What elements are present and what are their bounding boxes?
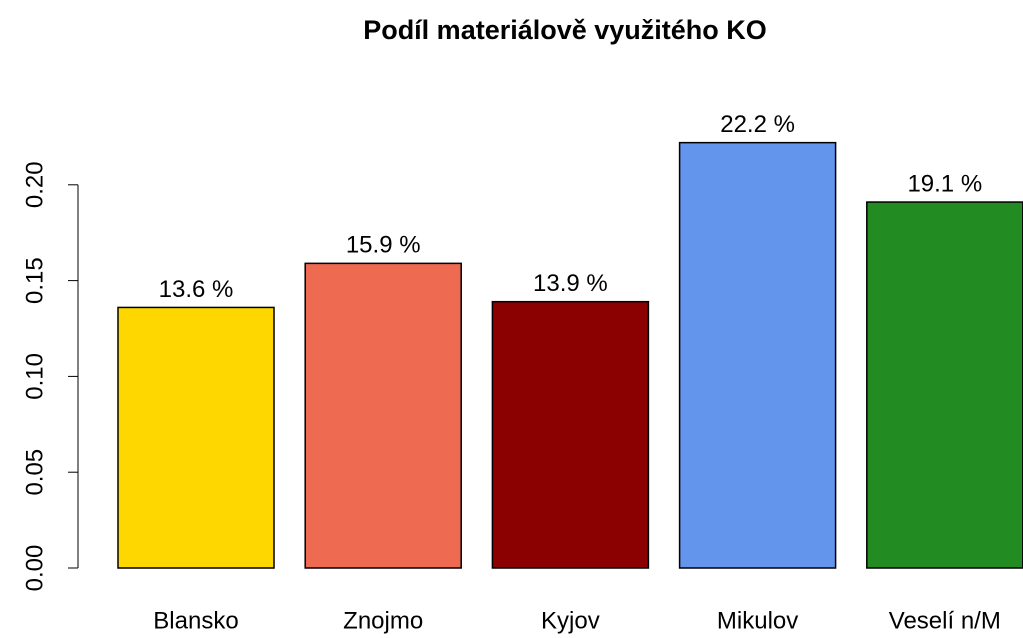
x-tick-label: Znojmo (343, 607, 423, 634)
bar (491, 300, 650, 569)
value-label: 19.1 % (907, 170, 982, 197)
x-tick-label: Blansko (153, 607, 238, 634)
x-tick-label: Kyjov (541, 607, 600, 634)
y-tick-label: 0.00 (21, 545, 48, 592)
x-tick-label: Mikulov (717, 607, 798, 634)
chart-title: Podíl materiálově využitého KO (363, 15, 767, 45)
y-tick-label: 0.20 (21, 161, 48, 208)
bar (678, 141, 837, 569)
bar (866, 201, 1023, 569)
y-tick-label: 0.10 (21, 353, 48, 400)
bar (304, 262, 462, 569)
value-label: 15.9 % (346, 232, 421, 259)
value-label: 13.9 % (533, 270, 608, 297)
value-label: 13.6 % (159, 276, 234, 303)
x-tick-label: Veselí n/M (889, 607, 1001, 634)
y-tick-label: 0.15 (21, 257, 48, 304)
value-label: 22.2 % (720, 111, 795, 138)
bar (117, 306, 275, 569)
y-tick-label: 0.05 (21, 449, 48, 496)
